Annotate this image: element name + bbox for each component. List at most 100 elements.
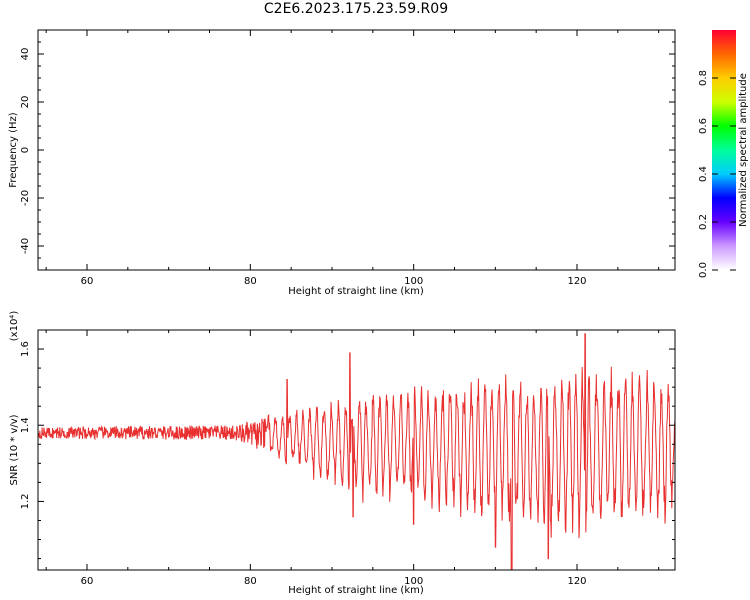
heatmap-cell bbox=[134, 138, 137, 158]
heatmap-cell bbox=[348, 133, 351, 164]
heatmap-cell bbox=[378, 134, 381, 162]
heatmap-cell bbox=[628, 141, 631, 155]
heatmap-cell bbox=[246, 134, 249, 162]
heatmap-cell bbox=[542, 137, 545, 159]
y-tick-label: 40 bbox=[20, 48, 31, 61]
heatmap-cell bbox=[242, 137, 245, 159]
heatmap-cell bbox=[648, 141, 651, 155]
heatmap-cell bbox=[352, 133, 355, 164]
colorbar-tick-label: 0.8 bbox=[698, 70, 709, 86]
heatmap-cell bbox=[292, 137, 295, 159]
heatmap-cell bbox=[64, 136, 67, 160]
y-tick-label: 1.6 bbox=[20, 341, 31, 357]
heatmap-cell bbox=[328, 136, 331, 160]
heatmap-cell bbox=[56, 136, 59, 161]
heatmap-cell bbox=[386, 136, 389, 160]
heatmap-cell bbox=[546, 138, 549, 160]
heatmap-cell bbox=[286, 138, 289, 159]
heatmap-cell bbox=[166, 136, 169, 160]
heatmap-cell bbox=[108, 139, 111, 157]
x-tick-label: 60 bbox=[81, 576, 94, 587]
heatmap-cell bbox=[284, 137, 287, 159]
heatmap-cell bbox=[404, 134, 407, 162]
heatmap-cell bbox=[106, 139, 109, 158]
heatmap-cell bbox=[566, 141, 569, 155]
heatmap-cell bbox=[604, 141, 607, 156]
heatmap-cell bbox=[210, 139, 213, 157]
heatmap-cell bbox=[504, 133, 507, 162]
heatmap-cell bbox=[394, 135, 397, 160]
heatmap-cell bbox=[448, 136, 451, 161]
heatmap-cell bbox=[388, 133, 391, 164]
heatmap-cell bbox=[136, 137, 139, 159]
heatmap-cell bbox=[350, 133, 353, 163]
heatmap-cell bbox=[650, 142, 653, 154]
heatmap-cell bbox=[324, 135, 327, 161]
heatmap-cell bbox=[84, 137, 87, 159]
heatmap-cell bbox=[492, 133, 495, 163]
heatmap-cell bbox=[164, 136, 167, 160]
heatmap-cell bbox=[396, 135, 399, 161]
heatmap-cell bbox=[82, 137, 85, 158]
heatmap-cell bbox=[138, 135, 141, 161]
heatmap-cell bbox=[220, 138, 223, 158]
heatmap-cell bbox=[180, 139, 183, 157]
heatmap-cell bbox=[194, 136, 197, 161]
heatmap-cell bbox=[526, 135, 529, 161]
heatmap-cell bbox=[264, 134, 267, 162]
heatmap-cell bbox=[642, 142, 645, 154]
heatmap-cell bbox=[338, 133, 341, 163]
heatmap-cell bbox=[110, 139, 113, 157]
heatmap-cell bbox=[478, 134, 481, 161]
heatmap-cell bbox=[102, 137, 105, 159]
heatmap-cell bbox=[298, 138, 301, 158]
heatmap-cell bbox=[322, 137, 325, 158]
heatmap-cell bbox=[400, 136, 403, 160]
heatmap-cell bbox=[430, 133, 433, 164]
heatmap-cell bbox=[120, 139, 123, 157]
heatmap-cell bbox=[92, 137, 95, 159]
x-tick-label: 60 bbox=[81, 276, 94, 287]
heatmap-cell bbox=[258, 138, 261, 159]
heatmap-cell bbox=[568, 141, 571, 155]
heatmap-cell bbox=[494, 134, 497, 162]
heatmap-cell bbox=[186, 137, 189, 159]
heatmap-cell bbox=[470, 136, 473, 159]
heatmap-cell bbox=[300, 134, 303, 162]
snr-multiplier: (x10⁴) bbox=[9, 311, 20, 342]
heatmap-cell bbox=[444, 134, 447, 161]
heatmap-cell bbox=[536, 132, 539, 164]
heatmap-cell bbox=[288, 138, 291, 158]
heatmap-cell bbox=[150, 136, 153, 160]
heatmap-cell bbox=[554, 137, 557, 160]
heatmap-cell bbox=[178, 135, 181, 161]
heatmap-cell bbox=[80, 136, 83, 159]
heatmap-cell bbox=[60, 137, 63, 159]
heatmap-cell bbox=[208, 139, 211, 157]
heatmap-cell bbox=[344, 132, 347, 163]
colorbar-ticks: 0.00.20.40.60.8 bbox=[698, 70, 736, 278]
heatmap-cell bbox=[540, 134, 543, 162]
heatmap-cell bbox=[376, 135, 379, 160]
heatmap-cell bbox=[666, 142, 669, 154]
heatmap-cell bbox=[182, 136, 185, 160]
heatmap-cell bbox=[596, 142, 599, 154]
heatmap-cell bbox=[660, 141, 663, 155]
heatmap-cell bbox=[452, 136, 455, 160]
heatmap-cell bbox=[312, 136, 315, 160]
heatmap-cell bbox=[306, 134, 309, 162]
heatmap-cell bbox=[480, 136, 483, 162]
heatmap-cell bbox=[608, 141, 611, 155]
heatmap-cell bbox=[162, 136, 165, 160]
heatmap-cell bbox=[46, 136, 49, 160]
heatmap-cell bbox=[48, 137, 51, 159]
heatmap-cell bbox=[398, 137, 401, 159]
heatmap-cell bbox=[318, 138, 321, 158]
heatmap-cell bbox=[442, 136, 445, 159]
heatmap-cell bbox=[510, 133, 513, 162]
heatmap-cell bbox=[588, 141, 591, 155]
heatmap-cell bbox=[176, 138, 179, 158]
heatmap-cell bbox=[544, 134, 547, 161]
heatmap-cell bbox=[670, 141, 673, 156]
heatmap-cell bbox=[644, 142, 647, 154]
